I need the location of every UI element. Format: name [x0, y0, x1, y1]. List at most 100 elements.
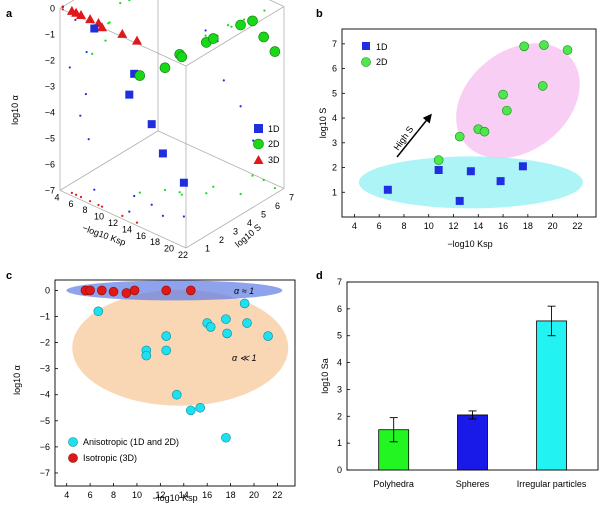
box-edge: [157, 130, 285, 189]
z-tick-label: −5: [45, 133, 55, 143]
point-isotropic: [121, 288, 132, 298]
x-tick-label: 18: [523, 221, 533, 231]
point-2d: [519, 41, 529, 52]
point-3d: [117, 28, 128, 38]
y-tick-label: 7: [337, 277, 342, 287]
x-tick-label: 18: [150, 237, 160, 247]
panel-c-chart: c 4 6 8 10 12 14 16 18 20 22 0 −1 −2 −3 −4 −5 −6 −7 log10…: [6, 270, 296, 503]
legend-3d-marker: [253, 155, 264, 164]
wall-projection: [204, 29, 207, 32]
point-anisotropic: [171, 389, 182, 400]
y-tick-label: −4: [40, 390, 50, 400]
point-isotropic: [161, 285, 172, 296]
z-tick-label: −4: [45, 107, 55, 117]
panel-b: b 4 6 8 10 12 14 16 18 20 22 1 2 3 4 5 6 7 log10 S −log1…: [306, 0, 613, 260]
cyan-region: [358, 156, 583, 209]
x-tick-label: 10: [132, 490, 142, 500]
x-tick-label: 4: [64, 490, 69, 500]
blue-region: [66, 280, 283, 301]
floor-projection: [133, 194, 136, 198]
point-1d: [147, 120, 156, 129]
box-edge: [59, 0, 75, 9]
panel-d: d 0 1 2 3 4 5 6 7 Polyhedra Spheres Irregular par…: [306, 260, 613, 509]
legend-1d-marker: [362, 42, 370, 50]
y-tick-label: 0: [45, 285, 50, 295]
box-edge: [59, 130, 159, 191]
x-tick-label: 6: [68, 199, 73, 209]
floor-projection: [70, 191, 73, 194]
panel-d-chart: d 0 1 2 3 4 5 6 7 Polyhedra Spheres Irregular par…: [316, 270, 599, 489]
wall-projection: [104, 39, 107, 42]
point-2d: [176, 51, 188, 63]
high-s-arrow: [396, 113, 432, 158]
alpha-much-less-one-label: α ≪ 1: [232, 353, 257, 363]
wall-projection: [74, 18, 77, 21]
floor-projection: [180, 193, 183, 196]
x-tick-label: 12: [108, 218, 118, 228]
panel-c-ylabel: log10 α: [12, 365, 22, 395]
point-2d: [454, 131, 465, 142]
panel-c-legend: Anisotropic (1D and 2D) Isotropic (3D): [68, 437, 179, 463]
floor-projection: [93, 188, 96, 191]
x-tick-label: 20: [548, 221, 558, 231]
point-2d: [433, 155, 444, 165]
x-tick-label: 12: [449, 221, 459, 231]
panel-b-xlabel: −log10 Ksp: [447, 239, 492, 249]
y-tick-label: 4: [337, 358, 342, 368]
floor-projection: [273, 186, 276, 190]
x-tick-label: 20: [249, 490, 259, 500]
panel-c: c 4 6 8 10 12 14 16 18 20 22 0 −1 −2 −3 −4 −5 −6 −7 log10…: [0, 260, 306, 509]
x-tick-label: 12: [155, 490, 165, 500]
wall-projection: [263, 9, 266, 12]
x-tick-label: 16: [136, 231, 146, 241]
floor-projection: [262, 178, 265, 182]
point-1d: [466, 167, 475, 176]
point-anisotropic: [221, 432, 231, 443]
floor-projection: [100, 205, 104, 208]
y-tick-label: 7: [332, 39, 337, 49]
x-tick-label: 22: [178, 250, 188, 260]
point-isotropic: [85, 285, 95, 296]
point-anisotropic: [141, 350, 152, 361]
point-2d: [134, 70, 146, 81]
floor-projection: [205, 192, 208, 195]
orange-region: [72, 289, 289, 406]
box-edge: [185, 188, 285, 249]
s-tick-label: 1: [205, 244, 210, 254]
point-1d: [496, 177, 505, 186]
point-3d: [97, 22, 107, 32]
point-1d: [158, 149, 167, 158]
y-tick-label: −3: [40, 364, 50, 374]
x-tick-label: 8: [111, 490, 116, 500]
x-tick-label: 14: [473, 221, 483, 231]
point-3d: [132, 35, 142, 45]
y-tick-label: 0: [337, 465, 342, 475]
wall-projection: [252, 139, 255, 142]
point-2d: [247, 15, 258, 27]
panel-c-xlabel: −log10 Ksp: [152, 493, 197, 503]
floor-projection: [138, 191, 141, 194]
point-2d: [498, 89, 508, 100]
y-tick-label: −1: [40, 312, 50, 322]
wall-projection: [107, 22, 110, 25]
x-tick-label: 6: [377, 221, 382, 231]
point-anisotropic: [161, 331, 172, 341]
floor-projection: [163, 188, 167, 192]
point-anisotropic: [222, 328, 232, 339]
point-2d: [159, 62, 171, 74]
x-tick-label: 10: [424, 221, 434, 231]
z-tick-label: −7: [45, 185, 55, 195]
floor-projection: [239, 192, 242, 196]
panel-c-letter: c: [6, 270, 12, 282]
wall-projection: [128, 0, 131, 2]
panel-b-legend: 1D 2D: [361, 42, 388, 67]
legend-1d-label: 1D: [376, 42, 388, 52]
floor-projection: [251, 174, 254, 177]
legend-2d-marker: [253, 138, 264, 150]
z-tick-label: −3: [45, 81, 55, 91]
point-1d: [130, 69, 139, 78]
point-1d: [383, 185, 392, 194]
x-tick-label: 22: [572, 221, 582, 231]
bar: [536, 320, 567, 471]
